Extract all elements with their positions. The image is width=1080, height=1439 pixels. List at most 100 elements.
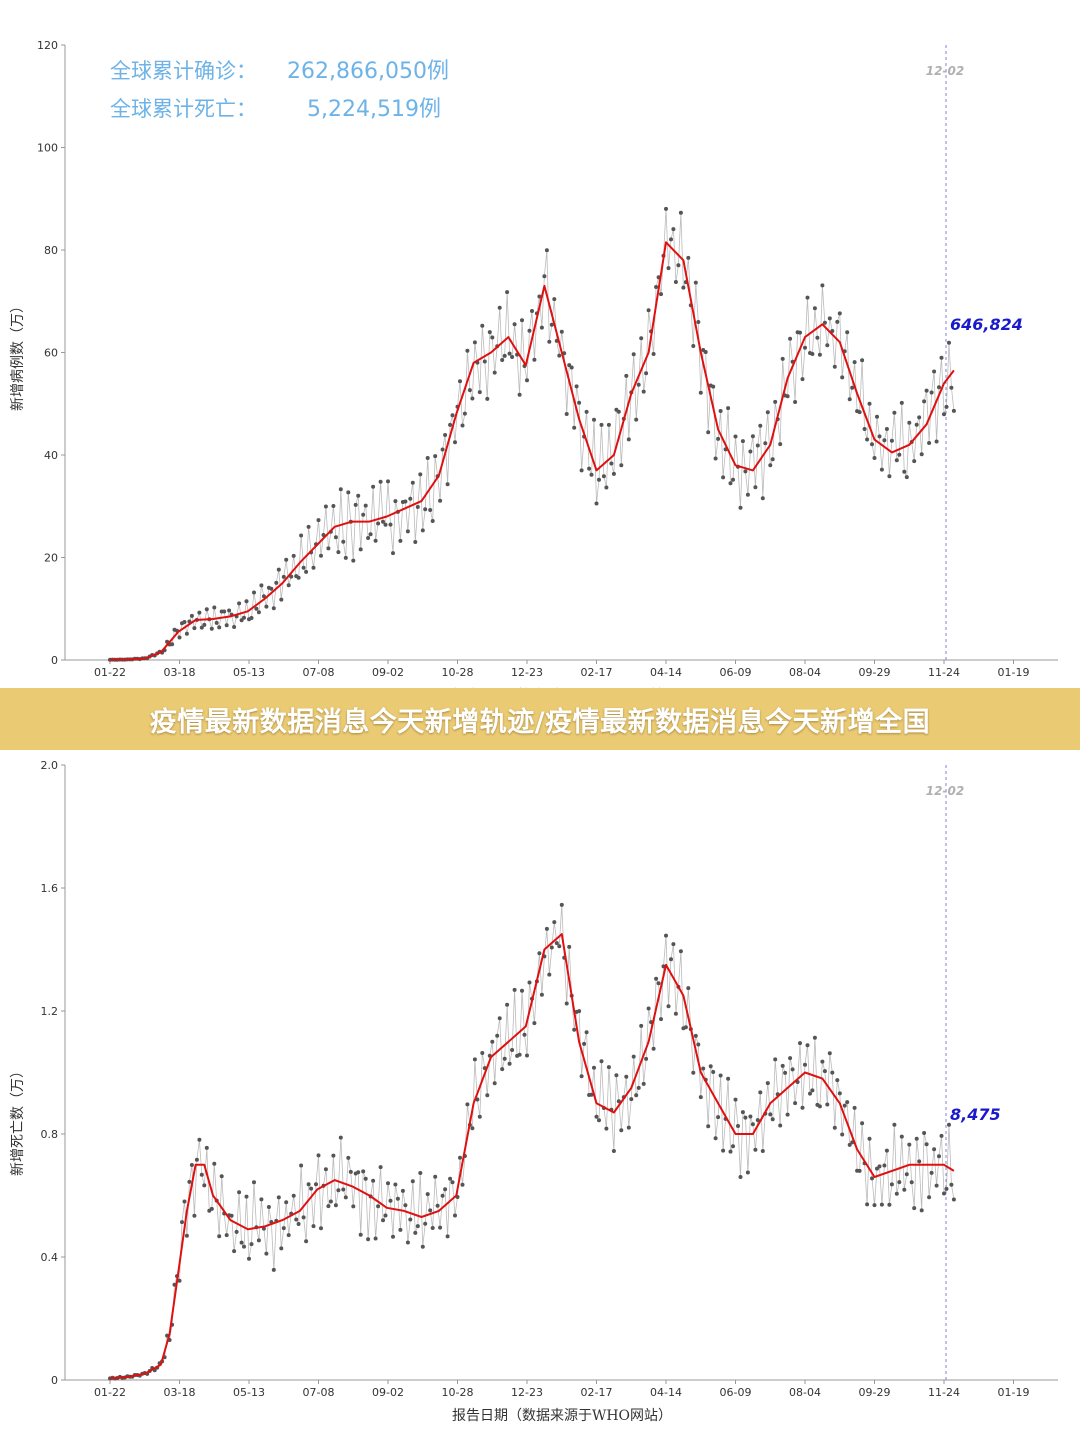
daily-point xyxy=(589,472,594,477)
daily-point xyxy=(393,499,398,504)
daily-point xyxy=(559,902,564,907)
daily-point xyxy=(512,322,517,327)
daily-point xyxy=(949,385,954,390)
daily-point xyxy=(316,1153,321,1158)
daily-point xyxy=(276,567,281,572)
daily-point xyxy=(502,1056,507,1061)
daily-point xyxy=(467,388,472,393)
daily-point xyxy=(269,586,274,591)
daily-point xyxy=(951,1197,956,1202)
daily-point xyxy=(336,550,341,555)
y-tick-label: 40 xyxy=(44,449,58,462)
daily-point xyxy=(825,343,830,348)
daily-point xyxy=(770,1117,775,1122)
daily-point xyxy=(477,1114,482,1119)
daily-point xyxy=(286,1233,291,1238)
daily-point xyxy=(304,1239,309,1244)
daily-point xyxy=(860,1121,865,1126)
daily-point xyxy=(879,467,884,472)
daily-point xyxy=(832,364,837,369)
y-tick-label: 120 xyxy=(37,39,58,52)
daily-point xyxy=(217,1234,222,1239)
daily-point xyxy=(482,359,487,364)
y-tick-label: 1.6 xyxy=(41,882,59,895)
daily-point xyxy=(897,1180,902,1185)
daily-point xyxy=(343,1195,348,1200)
daily-point xyxy=(827,316,832,321)
daily-point xyxy=(435,1203,440,1208)
x-tick-label: 12-23 xyxy=(511,1386,543,1399)
daily-point xyxy=(363,1176,368,1181)
daily-point xyxy=(368,532,373,537)
daily-point xyxy=(261,594,266,599)
stat-label: 全球累计死亡： xyxy=(110,97,257,121)
daily-point xyxy=(666,1004,671,1009)
daily-point xyxy=(711,384,716,389)
daily-point xyxy=(209,1206,214,1211)
daily-point xyxy=(604,1126,609,1131)
daily-point xyxy=(755,443,760,448)
daily-point xyxy=(678,210,683,215)
daily-point xyxy=(398,1227,403,1232)
daily-point xyxy=(691,1070,696,1075)
daily-point xyxy=(453,440,457,445)
daily-point xyxy=(924,388,929,393)
daily-point xyxy=(189,613,194,618)
daily-point xyxy=(887,1202,892,1207)
daily-point xyxy=(914,422,919,427)
daily-point xyxy=(271,606,276,611)
daily-point xyxy=(644,1056,649,1061)
daily-point xyxy=(418,1171,423,1175)
daily-point xyxy=(264,604,269,609)
daily-point xyxy=(299,1163,304,1168)
daily-point xyxy=(544,926,549,931)
daily-point xyxy=(584,1030,589,1035)
daily-point xyxy=(492,370,497,375)
daily-point xyxy=(867,1136,872,1141)
daily-point xyxy=(579,1074,584,1079)
daily-point xyxy=(527,980,532,985)
daily-point xyxy=(805,1043,810,1048)
daily-point xyxy=(192,626,197,631)
daily-point xyxy=(929,390,934,395)
daily-point xyxy=(400,1188,405,1193)
x-tick-label: 03-18 xyxy=(164,666,196,679)
daily-point xyxy=(276,1195,281,1200)
daily-point xyxy=(619,463,624,468)
daily-point xyxy=(525,1053,529,1058)
daily-point xyxy=(219,1174,224,1179)
daily-point xyxy=(537,951,542,956)
daily-point xyxy=(358,547,363,552)
daily-point xyxy=(309,1186,314,1191)
daily-point xyxy=(194,1157,199,1162)
daily-point xyxy=(731,477,735,482)
daily-point xyxy=(572,425,577,430)
stat-label: 全球累计确诊： xyxy=(110,59,257,83)
daily-point xyxy=(909,1180,914,1185)
daily-point xyxy=(736,1124,740,1128)
daily-point xyxy=(311,1224,316,1229)
daily-point xyxy=(922,1131,927,1135)
daily-point xyxy=(497,305,502,310)
daily-point xyxy=(532,1021,537,1026)
daily-point xyxy=(592,1065,596,1070)
daily-point xyxy=(448,422,453,427)
daily-point xyxy=(599,422,604,427)
daily-point xyxy=(279,1246,284,1251)
x-tick-label: 01-19 xyxy=(998,1386,1030,1399)
daily-point xyxy=(840,375,845,380)
daily-point xyxy=(299,533,304,538)
daily-point xyxy=(636,1085,641,1090)
daily-point xyxy=(671,227,676,232)
daily-point xyxy=(664,933,668,938)
daily-point xyxy=(835,1078,840,1083)
y-tick-label: 20 xyxy=(44,552,58,565)
x-tick-label: 03-18 xyxy=(164,1386,196,1399)
daily-point xyxy=(386,479,390,484)
x-tick-label: 08-04 xyxy=(789,666,821,679)
daily-point xyxy=(812,306,817,311)
daily-point xyxy=(631,1054,636,1059)
daily-point xyxy=(252,590,256,595)
daily-point xyxy=(373,538,378,543)
daily-point xyxy=(639,1023,644,1028)
